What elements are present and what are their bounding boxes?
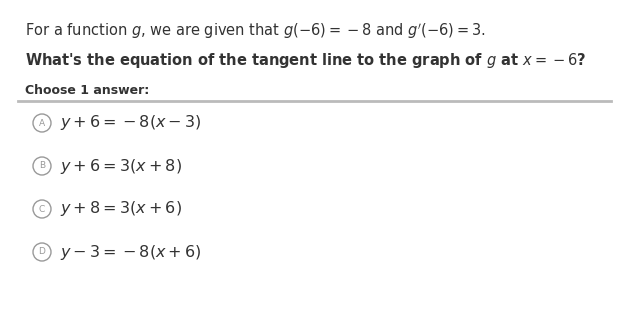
Text: $y+6=3(x+8)$: $y+6=3(x+8)$: [60, 157, 182, 175]
Text: What's the equation of the tangent line to the graph of $g$ at $x=-6$?: What's the equation of the tangent line …: [25, 51, 586, 70]
Text: C: C: [39, 204, 45, 213]
Text: B: B: [39, 161, 45, 170]
Text: $y+8=3(x+6)$: $y+8=3(x+6)$: [60, 199, 182, 219]
Text: Choose 1 answer:: Choose 1 answer:: [25, 84, 149, 97]
Text: $y-3=-8(x+6)$: $y-3=-8(x+6)$: [60, 242, 201, 262]
Text: D: D: [38, 248, 45, 256]
Text: For a function $g$, we are given that $g(-6)=-8$ and $g'(-6)=3$.: For a function $g$, we are given that $g…: [25, 21, 486, 41]
Text: A: A: [39, 118, 45, 128]
Text: $y+6=-8(x-3)$: $y+6=-8(x-3)$: [60, 114, 201, 132]
